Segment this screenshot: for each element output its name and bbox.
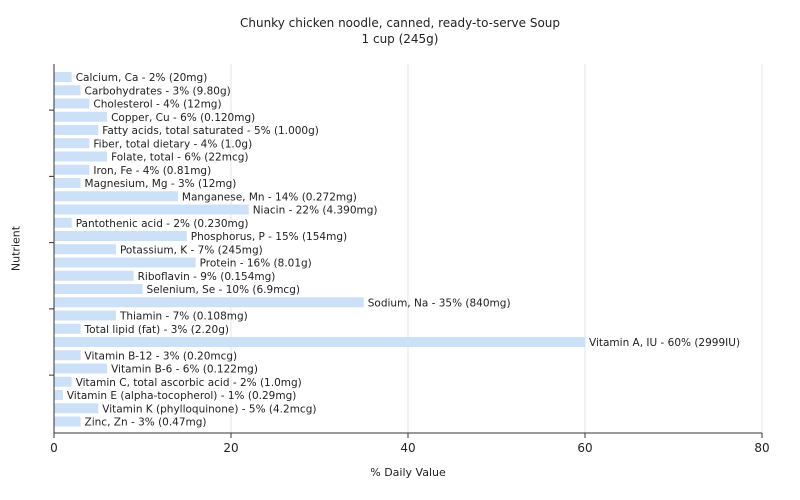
bar-labels: Calcium, Ca - 2% (20mg)Carbohydrates - 3… bbox=[67, 72, 740, 429]
bar bbox=[54, 178, 81, 188]
bar-label: Potassium, K - 7% (245mg) bbox=[120, 244, 263, 256]
bar bbox=[54, 191, 178, 202]
bar bbox=[54, 403, 99, 414]
bar bbox=[54, 98, 90, 109]
bar-label: Selenium, Se - 10% (6.9mcg) bbox=[147, 284, 300, 296]
bar bbox=[54, 231, 187, 241]
chart-subtitle: 1 cup (245g) bbox=[361, 32, 439, 46]
bar-label: Sodium, Na - 35% (840mg) bbox=[368, 297, 511, 309]
x-tick-label: 0 bbox=[50, 441, 58, 455]
x-tick-label: 60 bbox=[577, 441, 592, 455]
bar bbox=[54, 72, 72, 82]
bar-label: Riboflavin - 9% (0.154mg) bbox=[138, 271, 276, 283]
bar bbox=[54, 204, 249, 215]
bar-label: Pantothenic acid - 2% (0.230mg) bbox=[76, 218, 249, 230]
bar-label: Calcium, Ca - 2% (20mg) bbox=[76, 72, 208, 84]
bar-label: Copper, Cu - 6% (0.120mg) bbox=[111, 112, 255, 124]
bar bbox=[54, 376, 72, 387]
bar-label: Manganese, Mn - 14% (0.272mg) bbox=[182, 191, 357, 203]
bar-label: Protein - 16% (8.01g) bbox=[200, 258, 312, 270]
bar bbox=[54, 390, 63, 400]
x-axis-label: % Daily Value bbox=[370, 466, 446, 479]
bar-label: Vitamin B-12 - 3% (0.20mcg) bbox=[85, 350, 238, 362]
grid-lines bbox=[230, 64, 763, 433]
bar-label: Niacin - 22% (4.390mg) bbox=[253, 205, 378, 217]
x-tick-label: 80 bbox=[754, 441, 769, 455]
bar-label: Vitamin B-6 - 6% (0.122mg) bbox=[111, 364, 258, 376]
bar-label: Fatty acids, total saturated - 5% (1.000… bbox=[102, 125, 319, 137]
bar bbox=[54, 284, 143, 294]
bar bbox=[54, 111, 108, 122]
x-tick-label: 40 bbox=[400, 441, 415, 455]
bar bbox=[54, 217, 72, 228]
bar bbox=[54, 270, 134, 281]
bar-label: Phosphorus, P - 15% (154mg) bbox=[191, 231, 347, 243]
bar bbox=[54, 138, 90, 149]
bar-label: Zinc, Zn - 3% (0.47mg) bbox=[85, 417, 207, 429]
x-tick-label: 20 bbox=[223, 441, 238, 455]
bar-label: Vitamin C, total ascorbic acid - 2% (1.0… bbox=[76, 377, 302, 389]
bar-label: Vitamin A, IU - 60% (2999IU) bbox=[589, 337, 740, 349]
bar-label: Cholesterol - 4% (12mg) bbox=[93, 99, 221, 111]
chart-title: Chunky chicken noodle, canned, ready-to-… bbox=[239, 16, 561, 30]
bar-label: Iron, Fe - 4% (0.81mg) bbox=[93, 165, 211, 177]
bar-label: Total lipid (fat) - 3% (2.20g) bbox=[84, 324, 229, 336]
bar-label: Magnesium, Mg - 3% (12mg) bbox=[85, 178, 237, 190]
bar bbox=[54, 297, 364, 308]
bar bbox=[54, 164, 90, 175]
bars bbox=[54, 72, 585, 427]
bar-label: Vitamin K (phylloquinone) - 5% (4.2mcg) bbox=[102, 403, 316, 415]
bar bbox=[54, 363, 108, 374]
bar bbox=[54, 416, 81, 427]
bar bbox=[54, 244, 116, 255]
bar bbox=[54, 310, 116, 321]
bar-label: Carbohydrates - 3% (9.80g) bbox=[85, 85, 231, 97]
bar-label: Fiber, total dietary - 4% (1.0g) bbox=[93, 138, 252, 150]
bar bbox=[54, 323, 81, 334]
axes: 0 20 40 60 80 bbox=[49, 64, 770, 455]
bar bbox=[54, 125, 99, 135]
bar bbox=[54, 337, 585, 347]
bar-label: Vitamin E (alpha-tocopherol) - 1% (0.29m… bbox=[67, 390, 297, 402]
bar bbox=[54, 85, 81, 96]
bar bbox=[54, 350, 81, 361]
bar bbox=[54, 257, 196, 268]
bar-label: Thiamin - 7% (0.108mg) bbox=[119, 311, 248, 323]
bar-label: Folate, total - 6% (22mcg) bbox=[111, 152, 248, 164]
bar bbox=[54, 151, 108, 162]
y-axis-label: Nutrient bbox=[9, 225, 23, 272]
